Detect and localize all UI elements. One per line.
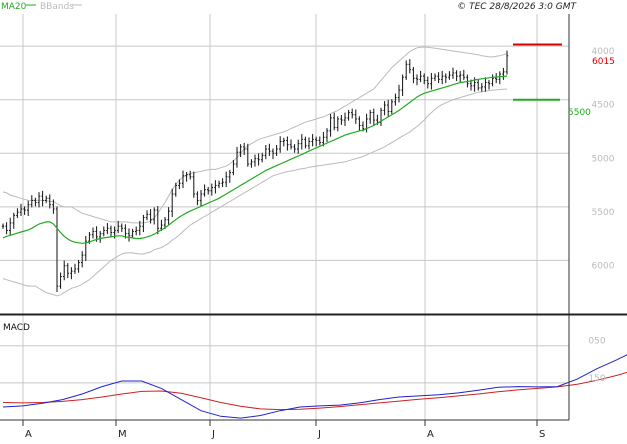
resistance-label: 6015 (592, 57, 615, 67)
x-tick-label: J (211, 429, 215, 440)
bollinger-bands (2, 46, 508, 297)
macd-y-tick-label: 050 (588, 337, 605, 347)
macd-line (2, 354, 627, 419)
macd-label: MACD (3, 323, 30, 333)
price-y-tick-label: 6000 (592, 261, 615, 271)
copyright-text: © TEC 28/8/2026 3:0 GMT (457, 2, 577, 12)
ma20-line (2, 75, 508, 244)
price-y-tick-label: 4500 (592, 101, 615, 111)
legend-ma20: MA20 (1, 2, 27, 12)
bband-upper-line (2, 46, 508, 224)
price-y-tick-label: 4000 (592, 47, 615, 57)
axis-labels: 6000 5500 5000 4500 4000 150 050 A M J J A S (25, 47, 615, 440)
price-y-tick-label: 5500 (592, 208, 615, 218)
bband-lower-line (2, 88, 508, 297)
price-y-tick-label: 5000 (592, 154, 615, 164)
macd-y-tick-label: 150 (588, 374, 605, 384)
support-label: 5500 (568, 108, 591, 118)
x-tick-label: J (317, 429, 321, 440)
x-tick-label: S (539, 429, 545, 440)
chart-frame (0, 14, 627, 426)
legend-bbands: BBands (40, 2, 74, 12)
x-tick-label: A (427, 429, 434, 440)
ma20-layer (2, 43, 562, 244)
x-tick-label: A (25, 429, 32, 440)
price-bars (1, 50, 509, 293)
grid-lines (0, 14, 569, 420)
macd-layer (2, 354, 627, 419)
x-tick-label: M (118, 429, 127, 440)
macd-signal-line (2, 371, 627, 411)
